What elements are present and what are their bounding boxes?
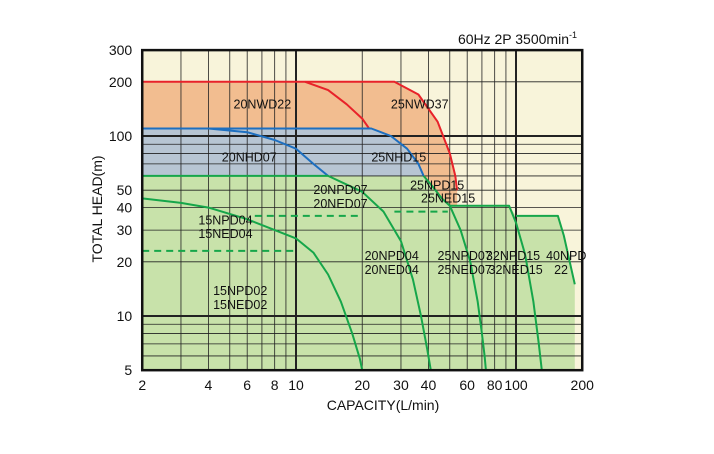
x-tick-label: 20 (354, 377, 370, 393)
x-tick-label: 2 (138, 377, 146, 393)
x-tick-label: 6 (243, 377, 251, 393)
curve-25nwd37 (142, 80, 459, 191)
curve-label: 25NED15 (421, 191, 475, 205)
x-axis-label: CAPACITY(L/min) (327, 397, 440, 413)
curve-15npd04 (142, 197, 364, 371)
curve-label: 15NED04 (198, 227, 252, 241)
curve-label: 40NPD (546, 249, 586, 263)
curve-20nhd07 (208, 127, 329, 177)
curve-20npd07 (142, 174, 432, 371)
x-tick-label: 40 (421, 377, 437, 393)
x-tick-label: 100 (504, 377, 528, 393)
curve-label: 20NED04 (365, 263, 419, 277)
x-tick-label: 80 (487, 377, 503, 393)
y-axis-label: TOTAL HEAD(m) (89, 155, 105, 262)
curve-label: 15NPD02 (213, 284, 267, 298)
x-tick-label: 30 (393, 377, 409, 393)
chart-title: 60Hz 2P 3500min-1 (458, 30, 577, 47)
curve-label: 15NED02 (213, 298, 267, 312)
curve-label: 25NED07 (438, 263, 492, 277)
x-tick-label: 200 (571, 377, 595, 393)
y-tick-label: 300 (109, 42, 133, 58)
y-tick-label: 10 (117, 308, 133, 324)
curve-label: 20NWD22 (234, 97, 292, 111)
y-tick-label: 5 (124, 362, 132, 378)
x-tick-label: 10 (288, 377, 304, 393)
curve-label: 20NPD07 (313, 183, 367, 197)
y-tick-label: 40 (117, 200, 133, 216)
curve-40npd22 (516, 214, 576, 285)
curve-32npd15 (449, 204, 543, 371)
curve-label: 20NHD07 (222, 150, 277, 164)
curve-label: 22 (554, 263, 568, 277)
title-text: 60Hz 2P 3500min (458, 31, 569, 47)
x-tick-label: 60 (459, 377, 475, 393)
y-tick-label: 200 (109, 74, 133, 90)
curve-label: 25NPD15 (410, 179, 464, 193)
x-tick-label: 4 (205, 377, 213, 393)
curve-25nhd15 (142, 127, 425, 177)
title-superscript: -1 (569, 30, 577, 40)
curve-label: 32NPD15 (486, 249, 540, 263)
curve-label: 15NPD04 (198, 213, 252, 227)
curve-20nwd22 (304, 80, 370, 130)
curve-25npd15 (422, 175, 487, 371)
y-tick-label: 50 (117, 182, 133, 198)
plot-frame (140, 48, 584, 372)
curve-label: 25NWD37 (391, 97, 449, 111)
curve-label: 20NED07 (313, 197, 367, 211)
curve-label: 25NPD07 (438, 249, 492, 263)
y-tick-label: 100 (109, 128, 133, 144)
curve-label: 32NED15 (489, 263, 543, 277)
curve-label: 20NPD04 (365, 249, 419, 263)
y-tick-label: 30 (117, 222, 133, 238)
x-tick-label: 8 (271, 377, 279, 393)
curve-label: 25NHD15 (371, 150, 426, 164)
region-npd (142, 175, 575, 371)
y-tick-label: 20 (117, 254, 133, 270)
